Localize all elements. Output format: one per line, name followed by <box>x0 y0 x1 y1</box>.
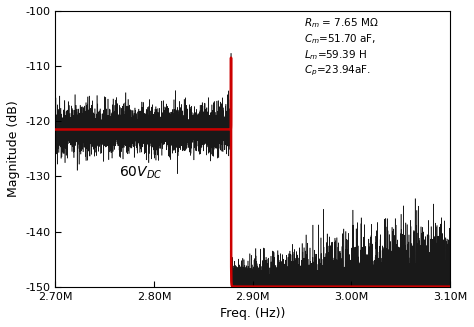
Text: $R_m$ = 7.65 M$\Omega$
$C_m$=51.70 aF,
$L_m$=59.39 H
$C_p$=23.94aF.: $R_m$ = 7.65 M$\Omega$ $C_m$=51.70 aF, $… <box>304 16 379 78</box>
Y-axis label: Magnitude (dB): Magnitude (dB) <box>7 100 20 197</box>
X-axis label: Freq. (Hz)): Freq. (Hz)) <box>220 307 285 320</box>
Text: $60V_{DC}$: $60V_{DC}$ <box>118 164 162 181</box>
